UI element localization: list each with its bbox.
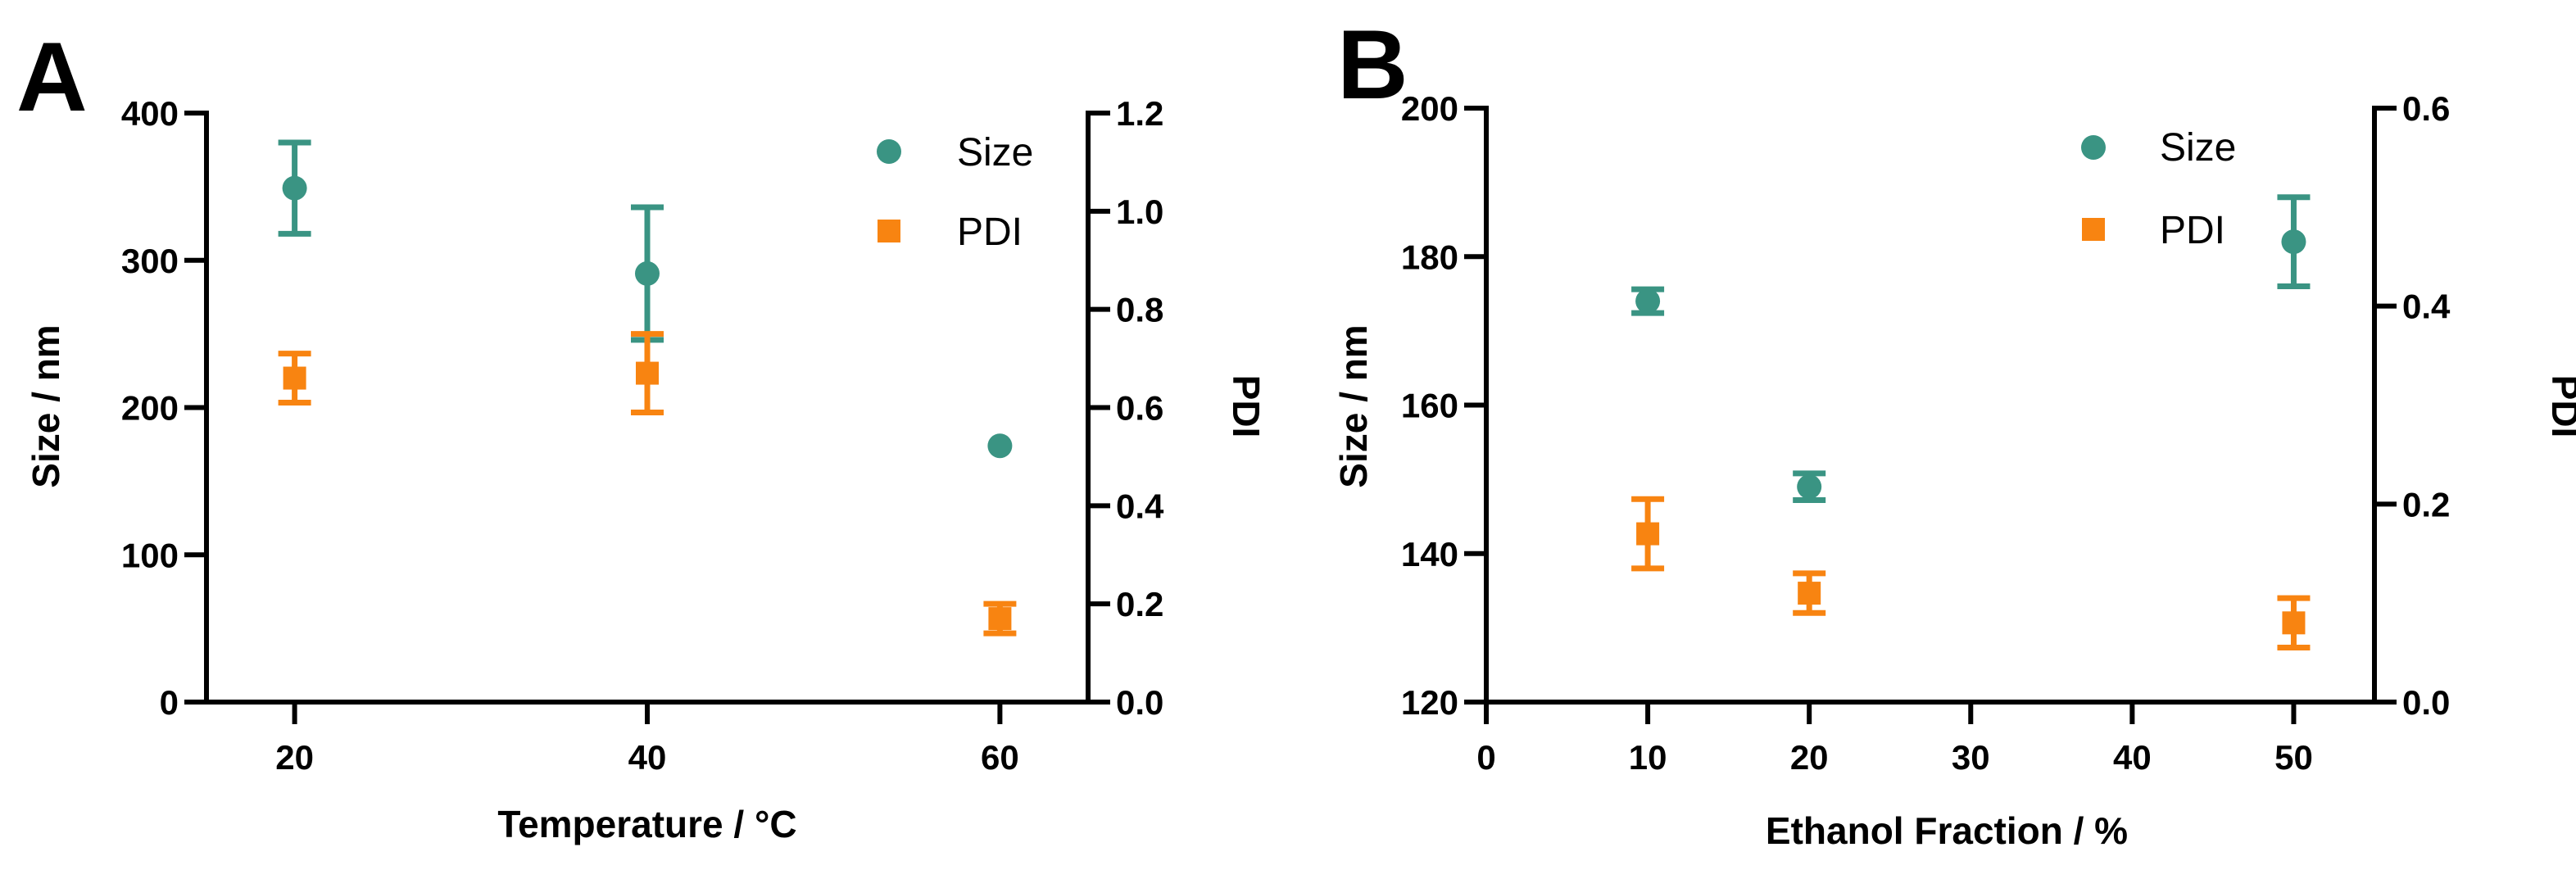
panel-a-y-tick-label: 100 <box>121 536 179 574</box>
panel-a-legend-pdi-label: PDI <box>957 211 1023 254</box>
panel-a-y2-tick-label: 0.6 <box>1116 389 1163 428</box>
panel-b-y2-tick-label: 0.6 <box>2402 89 2450 128</box>
panel-b-legend-pdi-marker <box>2082 218 2105 241</box>
panel-a-y2-tick-label: 0.0 <box>1116 683 1163 722</box>
panel-b: B Size / nm PDI Ethanol Fraction / % Siz… <box>1332 10 2576 852</box>
panel-a-y-tick-label: 400 <box>121 94 179 133</box>
panel-b-y-tick-label: 120 <box>1401 683 1458 722</box>
panel-a-y2-tick-label: 0.2 <box>1116 585 1163 623</box>
panel-a-y-tick-label: 300 <box>121 242 179 280</box>
panel-a-size-point <box>987 433 1013 459</box>
panel-b-x-tick-label: 20 <box>1790 738 1829 777</box>
panel-b-legend-size-label: Size <box>2160 126 2236 170</box>
panel-a-x-axis-label: Temperature / °C <box>497 803 796 845</box>
panel-b-x-tick-label: 50 <box>2274 738 2313 777</box>
panel-a-x-tick-label: 40 <box>628 738 667 777</box>
panel-a-y2-axis-label: PDI <box>1225 375 1268 438</box>
panel-b-y2-tick-label: 0.2 <box>2402 485 2450 523</box>
panel-a-legend-size-marker <box>877 139 901 164</box>
panel-a-size-point <box>282 175 307 201</box>
panel-b-pdi-point <box>2282 611 2306 635</box>
panel-b-x-tick-label: 10 <box>1629 738 1667 777</box>
panel-a-y2-tick-label: 1.0 <box>1116 193 1163 231</box>
panel-a-size-point <box>635 261 660 286</box>
panel-b-legend-size-marker <box>2081 135 2106 160</box>
panel-a-pdi-point <box>283 366 306 390</box>
panel-a-pdi-point <box>636 361 659 385</box>
panel-a-y2-tick-label: 0.4 <box>1116 487 1164 525</box>
panel-a-legend-size-label: Size <box>957 131 1033 174</box>
panel-b-y-axis-label: Size / nm <box>1332 324 1375 487</box>
panel-b-size-point <box>2281 229 2306 255</box>
panel-b-y-tick-label: 160 <box>1401 387 1458 425</box>
panel-a-pdi-point <box>988 607 1012 631</box>
panel-b-size-point <box>1797 474 1822 500</box>
panel-a-y-tick-label: 200 <box>121 389 179 428</box>
panel-b-x-tick-label: 30 <box>1952 738 1990 777</box>
panel-a-letter: A <box>16 22 88 132</box>
panel-b-x-tick-label: 40 <box>2113 738 2152 777</box>
panel-b-y-tick-label: 200 <box>1401 89 1458 128</box>
panel-b-legend-pdi-label: PDI <box>2160 209 2225 252</box>
panel-b-y-tick-label: 180 <box>1401 238 1458 276</box>
panel-b-size-point <box>1635 288 1661 314</box>
panel-b-x-axis-label: Ethanol Fraction / % <box>1766 809 2128 852</box>
panel-a: A Size / nm PDI Temperature / °C Size PD… <box>16 22 1268 845</box>
panel-a-y-tick-label: 0 <box>160 683 179 722</box>
panel-a-x-tick-label: 20 <box>275 738 314 777</box>
panel-a-legend-pdi-marker <box>878 220 900 242</box>
panel-b-y2-tick-label: 0.4 <box>2402 288 2451 326</box>
panel-a-x-tick-label: 60 <box>981 738 1019 777</box>
panel-b-letter: B <box>1337 10 1408 120</box>
panel-b-y2-tick-label: 0.0 <box>2402 683 2450 722</box>
panel-b-x-tick-label: 0 <box>1476 738 1495 777</box>
panel-b-pdi-point <box>1798 582 1821 605</box>
panel-a-y-axis-label: Size / nm <box>25 324 67 487</box>
panel-a-y2-tick-label: 1.2 <box>1116 94 1163 133</box>
panel-b-y-tick-label: 140 <box>1401 535 1458 573</box>
panel-a-y2-tick-label: 0.8 <box>1116 291 1163 329</box>
panel-b-pdi-point <box>1636 522 1660 546</box>
panel-b-y2-axis-label: PDI <box>2544 375 2576 438</box>
